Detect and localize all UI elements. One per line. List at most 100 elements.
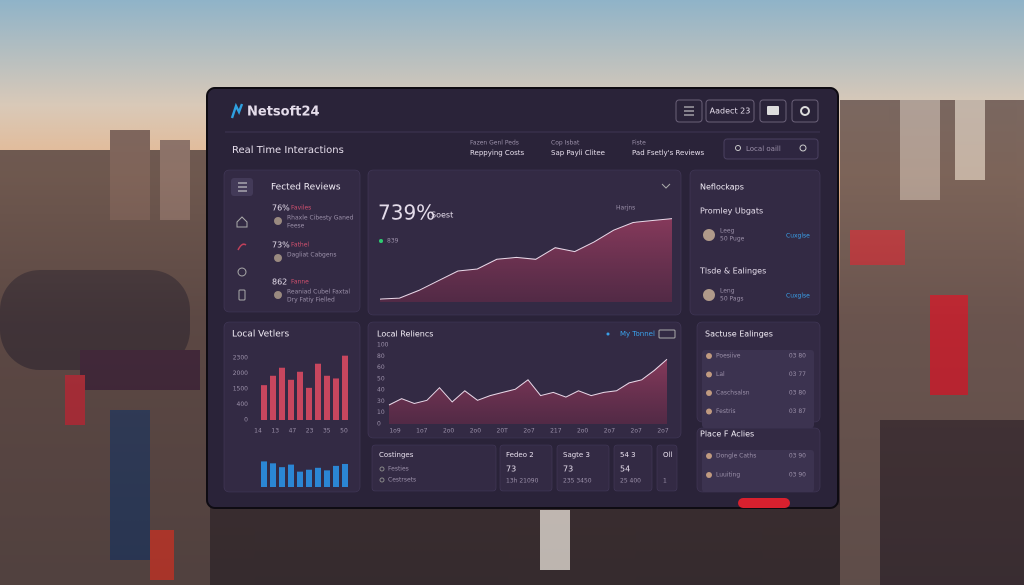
row-name: Dongle Caths	[716, 453, 756, 460]
settings-button[interactable]	[791, 99, 819, 123]
section-heading: Tlsde & Ealinges	[699, 267, 766, 276]
section-heading: Promley Ubgats	[700, 207, 763, 216]
review-tag: Fathel	[291, 242, 309, 249]
stats-card	[371, 444, 497, 492]
row-value: 03 77	[789, 371, 806, 378]
panel-title: Neflockaps	[700, 183, 744, 192]
brand: Netsoft24	[247, 105, 320, 120]
legend-dot	[606, 332, 610, 336]
action-button[interactable]	[738, 498, 790, 508]
account-button[interactable]	[705, 99, 755, 123]
search-placeholder: Local oaill	[746, 145, 781, 153]
bar	[261, 385, 267, 420]
x-tick-label: 50	[340, 428, 348, 435]
nav-icon[interactable]	[238, 289, 246, 301]
x-tick-label: 20T	[497, 428, 509, 435]
stats-item: Cestrsets	[388, 477, 416, 484]
search-icon	[735, 145, 741, 151]
y-tick-label: 80	[377, 353, 385, 360]
y-tick-label: 1500	[233, 386, 248, 393]
review-stat: 862	[272, 278, 287, 287]
avatar	[274, 217, 282, 225]
x-tick-label: 1o9	[389, 428, 400, 435]
bar	[342, 463, 348, 487]
card-title: 54 3	[620, 451, 636, 459]
folder-button[interactable]	[759, 99, 787, 123]
bar	[315, 363, 321, 420]
row-name: Poesiive	[716, 353, 741, 360]
settings-icon	[800, 106, 810, 116]
y-tick-label: 10	[377, 409, 385, 416]
review-text: Dry Fatiy Fielled	[287, 297, 335, 304]
legend-toggle[interactable]	[658, 329, 676, 339]
card-sub: 13h 21090	[506, 478, 539, 485]
stats-card	[613, 444, 653, 492]
x-tick-label: 2o0	[470, 428, 481, 435]
row-name: Luuiting	[716, 472, 740, 479]
row-name: Lal	[716, 371, 725, 378]
review-tag: Fanne	[291, 279, 309, 286]
tab-top: Fazen Genl Peds	[470, 140, 519, 147]
review-stat: 76%	[272, 204, 290, 213]
card-value: 73	[563, 465, 573, 474]
side-panel	[689, 169, 821, 316]
review-text: Rhaxle Cibesty Ganed	[287, 215, 354, 222]
y-tick-label: 0	[377, 421, 381, 428]
bar	[297, 471, 303, 487]
avatar	[703, 289, 715, 301]
y-tick-label: 40	[377, 387, 385, 394]
y-tick-label: 50	[377, 375, 385, 382]
section-link: Cuxglse	[786, 293, 810, 300]
avatar	[274, 291, 282, 299]
bar	[270, 375, 276, 420]
nav-icon[interactable]	[237, 243, 247, 251]
section-name: Leng	[720, 288, 735, 295]
bar	[306, 387, 312, 420]
nav-icon	[238, 182, 247, 192]
search-box[interactable]	[723, 138, 819, 160]
card-sub: 1	[663, 478, 667, 485]
card-value: 73	[506, 465, 516, 474]
stats-item: Festies	[388, 466, 409, 473]
bar	[279, 367, 285, 420]
panel-title: Fected Reviews	[271, 183, 341, 193]
x-tick-label: 23	[306, 428, 314, 435]
x-tick-label: 2o0	[577, 428, 588, 435]
collapse-icon[interactable]	[661, 183, 671, 189]
line	[388, 358, 668, 406]
hero-note: 839	[387, 238, 399, 245]
section-link: Cuxglse	[786, 233, 810, 240]
card-sub: 235 3450	[563, 478, 592, 485]
row-name: Festris	[716, 408, 736, 415]
y-tick-label: 2000	[233, 370, 248, 377]
y-tick-label: 400	[237, 401, 249, 408]
tab-bottom: Sap Payli Clitee	[551, 149, 605, 157]
bar	[315, 467, 321, 487]
avatar	[706, 390, 712, 396]
area	[389, 359, 667, 424]
x-tick-label: 2o7	[631, 428, 642, 435]
hero-legend: Harjns	[616, 205, 635, 212]
tab-top: Cop Isbat	[551, 140, 580, 147]
bar	[342, 355, 348, 420]
bar	[288, 379, 294, 420]
x-tick-label: 1o7	[416, 428, 427, 435]
tab-bottom: Reppying Costs	[470, 149, 524, 157]
stats-card	[656, 444, 678, 492]
tab-top: Fiste	[632, 140, 646, 147]
nav-icon[interactable]	[237, 267, 247, 277]
x-tick-label: 47	[289, 428, 297, 435]
bar	[279, 467, 285, 487]
panel-title: Sactuse Ealinges	[705, 330, 773, 339]
x-tick-label: 35	[323, 428, 331, 435]
bullet	[379, 477, 385, 483]
card-value: 54	[620, 465, 630, 474]
menu-button[interactable]	[675, 99, 703, 123]
nav-icon[interactable]	[236, 216, 248, 228]
x-tick-label: 2o7	[523, 428, 534, 435]
card-title: Sagte 3	[563, 451, 590, 459]
bar	[288, 464, 294, 487]
review-text: Dagliat Cabgens	[287, 252, 336, 259]
x-tick-label: 13	[271, 428, 279, 435]
